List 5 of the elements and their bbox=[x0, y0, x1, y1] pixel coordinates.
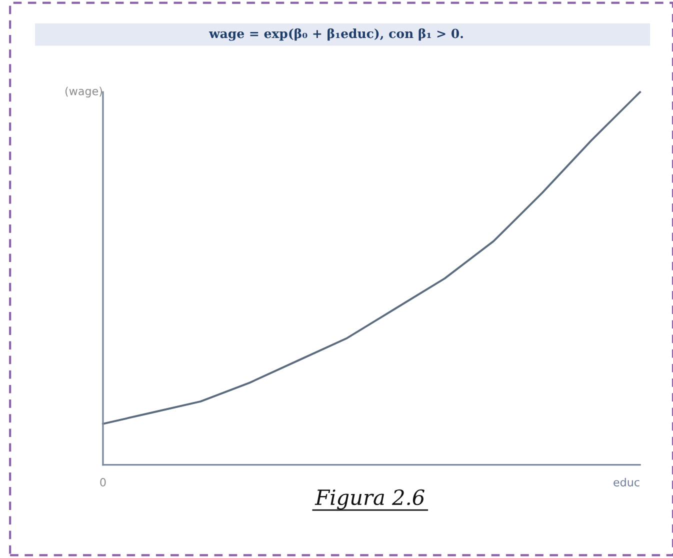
text: 0 bbox=[100, 478, 106, 486]
text: Figura 2.6 bbox=[314, 489, 424, 510]
y-axis-title: (wage) bbox=[65, 86, 102, 98]
chart-title: wage = exp(β₀ + β₁educ), con β₁ > 0. bbox=[208, 28, 463, 41]
x-axis-title: educ bbox=[614, 478, 640, 486]
